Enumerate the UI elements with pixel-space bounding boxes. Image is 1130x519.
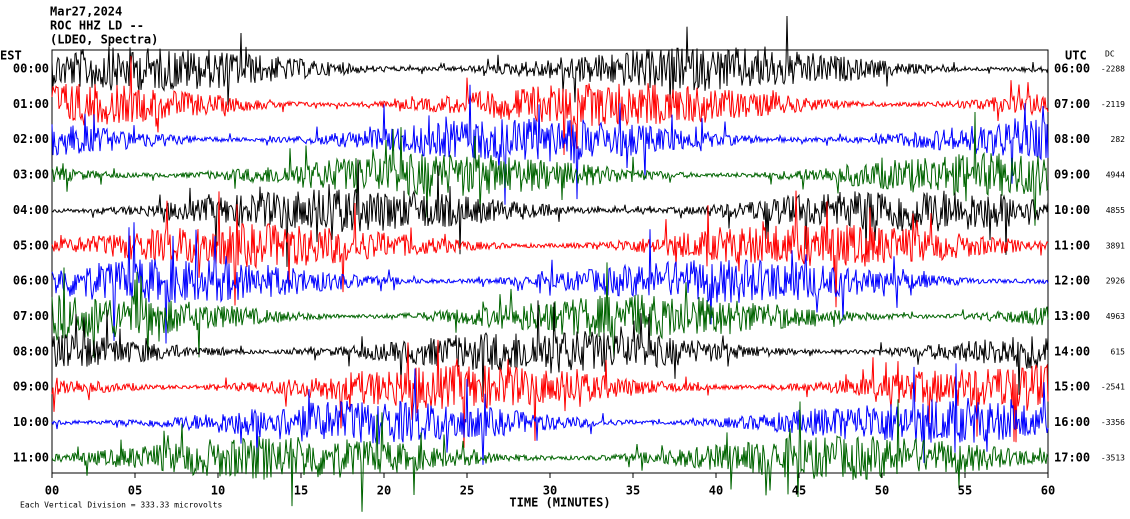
est-label: 00:00 [13, 62, 49, 76]
x-tick-label: 45 [792, 484, 806, 498]
est-label: 07:00 [13, 309, 49, 323]
x-tick-label: 60 [1041, 484, 1055, 498]
dc-value: 4944 [1106, 171, 1125, 180]
trace [51, 56, 1049, 156]
dc-value: -2119 [1101, 100, 1125, 109]
est-label: 03:00 [13, 168, 49, 182]
dc-value: -3513 [1101, 453, 1125, 462]
utc-label: 14:00 [1054, 344, 1090, 358]
x-tick-label: 35 [626, 484, 640, 498]
x-tick-label: 00 [45, 484, 59, 498]
dc-value: 2926 [1106, 277, 1125, 286]
est-label: 04:00 [13, 203, 49, 217]
utc-label: 17:00 [1054, 450, 1090, 464]
trace [51, 300, 1049, 398]
trace [51, 222, 1049, 344]
footer: Each Vertical Division = 333.33 microvol… [20, 501, 222, 510]
x-axis-label: TIME (MINUTES) [509, 496, 610, 510]
trace [51, 339, 1049, 448]
trace [51, 15, 1049, 106]
trace [51, 84, 1049, 205]
traces [51, 15, 1049, 512]
dc-value: -3356 [1101, 418, 1125, 427]
dc-value: 4855 [1106, 206, 1125, 215]
dc-label: DC [1105, 50, 1115, 59]
utc-label: 11:00 [1054, 238, 1090, 252]
x-tick-label: 25 [460, 484, 474, 498]
x-tick-label: 15 [294, 484, 308, 498]
utc-label: 10:00 [1054, 203, 1090, 217]
est-label: 05:00 [13, 238, 49, 252]
trace [51, 262, 1049, 359]
trace [51, 159, 1049, 267]
est-label: 09:00 [13, 380, 49, 394]
utc-label: 13:00 [1054, 309, 1090, 323]
est-label: 08:00 [13, 344, 49, 358]
utc-label: 06:00 [1054, 62, 1090, 76]
est-label: 06:00 [13, 274, 49, 288]
dc-value: -2541 [1101, 383, 1125, 392]
utc-label: 08:00 [1054, 132, 1090, 146]
dc-value: 615 [1111, 347, 1126, 356]
trace [51, 190, 1049, 308]
trace [51, 111, 1049, 226]
utc-label: 09:00 [1054, 168, 1090, 182]
dc-value: 3891 [1106, 241, 1125, 250]
title-line: Mar27,2024 [50, 5, 122, 19]
left-label: EST [0, 49, 22, 63]
title-line: (LDEO, Spectra) [50, 33, 158, 47]
est-label: 02:00 [13, 132, 49, 146]
est-label: 10:00 [13, 415, 49, 429]
trace [51, 363, 1049, 465]
dc-value: -2288 [1101, 65, 1125, 74]
utc-label: 12:00 [1054, 274, 1090, 288]
x-tick-label: 05 [128, 484, 142, 498]
x-tick-label: 10 [211, 484, 225, 498]
utc-label: 07:00 [1054, 97, 1090, 111]
est-label: 01:00 [13, 97, 49, 111]
est-label: 11:00 [13, 450, 49, 464]
utc-label: 16:00 [1054, 415, 1090, 429]
title-line: ROC HHZ LD -- [50, 19, 144, 33]
trace [51, 399, 1049, 512]
right-label: UTC [1065, 49, 1087, 63]
x-tick-label: 30 [543, 484, 557, 498]
x-tick-label: 55 [958, 484, 972, 498]
dc-value: 282 [1111, 135, 1126, 144]
x-tick-label: 20 [377, 484, 391, 498]
x-tick-label: 50 [875, 484, 889, 498]
dc-value: 4963 [1106, 312, 1125, 321]
x-tick-label: 40 [709, 484, 723, 498]
utc-label: 15:00 [1054, 380, 1090, 394]
